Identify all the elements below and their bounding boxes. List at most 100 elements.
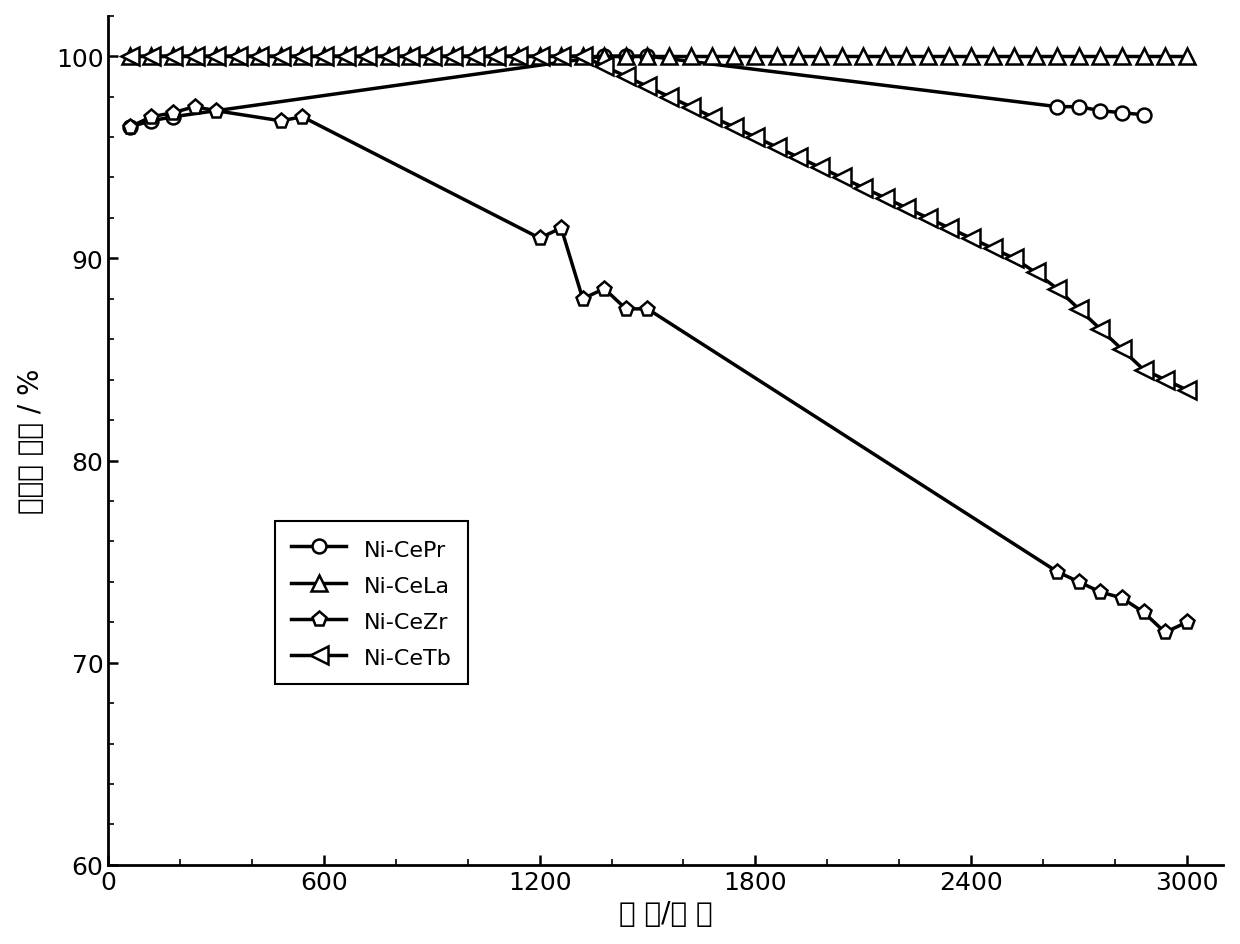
Ni-CePr [1115, 108, 1130, 119]
Ni-CeLa [920, 51, 935, 62]
Ni-CeZr [1050, 566, 1065, 578]
Ni-CeLa [360, 51, 374, 62]
Ni-CeTb [619, 72, 634, 83]
Ni-CeLa [316, 51, 331, 62]
Ni-CeTb [1050, 283, 1065, 295]
Ni-CeLa [1179, 51, 1194, 62]
Ni-CePr [1136, 110, 1151, 121]
Ni-CeZr [1092, 586, 1107, 598]
Ni-CeZr [1136, 607, 1151, 618]
Ni-CeTb [424, 51, 439, 62]
Ni-CeTb [856, 183, 870, 194]
Ni-CePr [619, 51, 634, 62]
Ni-CeTb [316, 51, 331, 62]
Ni-CeZr [596, 283, 611, 295]
Ni-CeTb [446, 51, 461, 62]
Ni-CeZr [165, 108, 180, 119]
Ni-CeLa [252, 51, 267, 62]
Ni-CeTb [1092, 324, 1107, 335]
Ni-CeLa [1158, 51, 1173, 62]
Ni-CeLa [856, 51, 870, 62]
Ni-CeLa [231, 51, 246, 62]
Ni-CeLa [208, 51, 223, 62]
Ni-CeLa [704, 51, 719, 62]
Ni-CeLa [835, 51, 849, 62]
Ni-CeZr [1115, 593, 1130, 604]
Ni-CeLa [575, 51, 590, 62]
Ni-CeZr [1158, 627, 1173, 638]
Ni-CeTb [360, 51, 374, 62]
Ni-CeLa [165, 51, 180, 62]
Ni-CeTb [532, 51, 547, 62]
Ni-CeLa [403, 51, 418, 62]
Ni-CeTb [295, 51, 310, 62]
Ni-CeTb [339, 51, 353, 62]
Ni-CePr [1092, 106, 1107, 117]
Ni-CeTb [1136, 364, 1151, 376]
Ni-CeTb [144, 51, 159, 62]
Ni-CeLa [273, 51, 288, 62]
Ni-CeTb [920, 213, 935, 225]
Ni-CeZr [532, 233, 547, 244]
Ni-CePr [596, 51, 611, 62]
Line: Ni-CeZr: Ni-CeZr [123, 100, 1194, 640]
Ni-CeLa [727, 51, 742, 62]
Ni-CeTb [835, 173, 849, 184]
Ni-CeLa [144, 51, 159, 62]
Ni-CeTb [769, 143, 784, 154]
Ni-CeTb [554, 51, 569, 62]
Ni-CeTb [1158, 375, 1173, 386]
Ni-CeZr [123, 122, 138, 133]
Ni-CeZr [187, 102, 202, 113]
Ni-CeTb [403, 51, 418, 62]
Ni-CePr [144, 116, 159, 127]
Ni-CeTb [1007, 253, 1022, 264]
Ni-CeZr [640, 304, 655, 315]
Ni-CeTb [381, 51, 396, 62]
Ni-CeTb [123, 51, 138, 62]
Ni-CeLa [511, 51, 526, 62]
Ni-CeTb [899, 203, 914, 214]
Ni-CeZr [554, 223, 569, 234]
Ni-CeTb [683, 102, 698, 113]
Ni-CeLa [446, 51, 461, 62]
Ni-CeLa [942, 51, 957, 62]
Ni-CeTb [748, 132, 763, 143]
Ni-CeTb [1115, 345, 1130, 356]
Ni-CePr [1071, 102, 1086, 113]
Ni-CeZr [619, 304, 634, 315]
Ni-CeTb [963, 233, 978, 244]
Ni-CeTb [596, 61, 611, 73]
Ni-CeTb [1179, 384, 1194, 396]
Y-axis label: 乙醇转 化率 / %: 乙醇转 化率 / % [16, 368, 45, 514]
Ni-CeZr [575, 294, 590, 305]
Ni-CeTb [467, 51, 482, 62]
Ni-CePr [640, 51, 655, 62]
Ni-CeLa [339, 51, 353, 62]
Line: Ni-CeTb: Ni-CeTb [120, 48, 1195, 399]
Ni-CePr [123, 122, 138, 133]
Ni-CeTb [187, 51, 202, 62]
Ni-CePr [165, 112, 180, 124]
Ni-CeTb [1028, 267, 1043, 278]
Line: Ni-CeLa: Ni-CeLa [122, 49, 1195, 65]
Ni-CeLa [812, 51, 827, 62]
Line: Ni-CePr: Ni-CePr [123, 50, 1151, 135]
Ni-CePr [1050, 102, 1065, 113]
Ni-CeLa [596, 51, 611, 62]
Ni-CeTb [489, 51, 503, 62]
Ni-CeTb [791, 152, 806, 163]
Ni-CeLa [877, 51, 892, 62]
Ni-CeLa [532, 51, 547, 62]
Ni-CeZr [273, 116, 288, 127]
Ni-CeLa [187, 51, 202, 62]
Ni-CeTb [985, 244, 999, 255]
Ni-CeTb [1071, 304, 1086, 315]
Ni-CeTb [165, 51, 180, 62]
Ni-CeLa [1050, 51, 1065, 62]
Ni-CeTb [704, 112, 719, 124]
Ni-CeLa [1071, 51, 1086, 62]
Ni-CeZr [144, 112, 159, 124]
Ni-CeLa [662, 51, 677, 62]
Ni-CeLa [1115, 51, 1130, 62]
